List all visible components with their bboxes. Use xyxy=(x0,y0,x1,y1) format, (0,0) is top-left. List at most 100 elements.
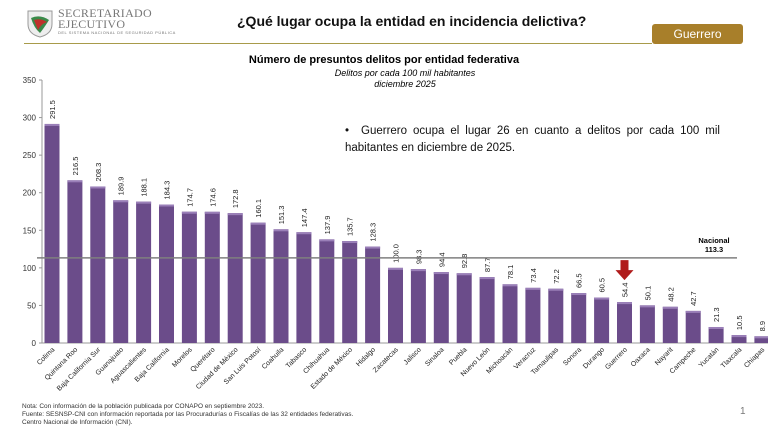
category-label: Estado de México xyxy=(310,346,354,390)
value-label: 60.5 xyxy=(598,278,607,293)
category-label: Jalisco xyxy=(403,346,423,366)
bar-ciudad-de-méxico xyxy=(227,213,243,343)
value-label: 54.4 xyxy=(621,283,630,298)
bar-nayarit xyxy=(662,306,678,343)
bar-top-highlight xyxy=(136,201,152,204)
value-label: 174.7 xyxy=(185,188,194,207)
y-tick-label: 350 xyxy=(23,76,37,85)
bar-top-highlight xyxy=(296,232,312,235)
bar-tabasco xyxy=(296,232,312,343)
value-label: 151.3 xyxy=(277,206,286,225)
bar-michoacán xyxy=(502,284,518,343)
reference-label: Nacional xyxy=(698,236,729,245)
bar-top-highlight xyxy=(410,269,426,272)
bar-top-highlight xyxy=(662,306,678,309)
bar-guerrero xyxy=(617,302,632,343)
value-label: 128.3 xyxy=(369,223,378,242)
bar-top-highlight xyxy=(388,267,403,270)
value-label: 100.0 xyxy=(392,244,401,263)
bar-sonora xyxy=(571,293,587,343)
bar-top-highlight xyxy=(365,246,381,249)
category-label: Guerrero xyxy=(604,346,629,371)
bar-jalisco xyxy=(410,269,426,343)
bar-estado-de-méxico xyxy=(342,241,358,343)
value-label: 8.9 xyxy=(758,321,767,331)
category-label: Coahuila xyxy=(261,346,286,371)
bar-chihuahua xyxy=(319,239,335,343)
value-label: 147.4 xyxy=(300,208,309,227)
bar-top-highlight xyxy=(250,222,266,225)
category-label: Tabasco xyxy=(285,346,308,369)
page-title: ¿Qué lugar ocupa la entidad en incidenci… xyxy=(237,13,587,29)
bar-top-highlight xyxy=(617,302,632,305)
org-name: SECRETARIADO EJECUTIVO DEL SISTEMA NACIONA… xyxy=(58,6,176,35)
value-label: 137.9 xyxy=(323,216,332,235)
value-label: 189.9 xyxy=(117,177,126,196)
page-number: 1 xyxy=(740,406,746,417)
value-label: 50.1 xyxy=(643,286,652,301)
value-label: 188.1 xyxy=(140,178,149,197)
bar-coahuila xyxy=(273,229,289,343)
value-label: 92.8 xyxy=(460,254,469,269)
category-label: Ciudad de México xyxy=(195,346,240,391)
category-label: Zacatecas xyxy=(372,346,400,374)
chart-subtitle: Delitos por cada 100 mil habitantes xyxy=(334,68,476,78)
bar-veracruz xyxy=(525,287,541,343)
note-bullet: • Guerrero ocupa el lugar 26 en cuanto a… xyxy=(345,125,720,154)
bar-top-highlight xyxy=(525,287,541,290)
bar-top-highlight xyxy=(67,180,83,183)
bar-top-highlight xyxy=(754,336,768,339)
y-tick-label: 300 xyxy=(23,114,37,123)
category-label: Durango xyxy=(582,346,606,370)
bar-top-highlight xyxy=(456,273,472,276)
bar-hidalgo xyxy=(365,246,381,343)
value-label: 208.3 xyxy=(94,163,103,182)
bar-colima xyxy=(44,123,60,343)
bar-durango xyxy=(594,297,610,343)
category-label: Colima xyxy=(36,346,56,366)
bar-quintana-roo xyxy=(67,180,83,343)
bar-san-luis-potosí xyxy=(250,222,266,343)
bar-aguascalientes xyxy=(136,201,152,343)
bar-nuevo-león xyxy=(479,277,495,343)
bar-top-highlight xyxy=(548,288,564,291)
highlight-arrow-icon xyxy=(615,260,634,281)
bar-top-highlight xyxy=(181,211,197,214)
bar-top-highlight xyxy=(319,239,335,242)
logo-shield-icon xyxy=(27,10,53,38)
value-label: 87.7 xyxy=(483,257,492,272)
value-label: 94.4 xyxy=(437,252,446,267)
bar-morelos xyxy=(181,211,197,343)
value-label: 72.2 xyxy=(552,269,561,284)
value-label: 216.5 xyxy=(71,157,80,176)
category-label: Oaxaca xyxy=(630,346,652,368)
bar-top-highlight xyxy=(342,241,358,244)
bar-top-highlight xyxy=(594,297,610,300)
category-label: Hidalgo xyxy=(355,346,377,368)
bar-puebla xyxy=(456,273,472,343)
bar-top-highlight xyxy=(685,310,701,313)
category-label: Tlaxcala xyxy=(720,346,743,369)
bar-baja-california-sur xyxy=(90,186,106,343)
value-label: 174.6 xyxy=(208,188,217,207)
bar-top-highlight xyxy=(159,204,174,207)
chart-title: Número de presuntos delitos por entidad … xyxy=(248,54,520,66)
bar-top-highlight xyxy=(90,186,106,189)
bar-top-highlight xyxy=(113,200,129,203)
bar-top-highlight xyxy=(433,272,449,275)
category-label: Baja California Sur xyxy=(56,346,103,393)
y-tick-label: 200 xyxy=(23,189,37,198)
category-label: Nayarit xyxy=(654,346,675,367)
value-label: 42.7 xyxy=(689,291,698,306)
bar-top-highlight xyxy=(273,229,289,232)
reference-value: 113.3 xyxy=(705,245,723,254)
y-tick-label: 100 xyxy=(23,264,37,273)
value-label: 172.8 xyxy=(231,189,240,208)
value-label: 98.3 xyxy=(414,250,423,265)
value-label: 10.5 xyxy=(735,316,744,331)
bar-top-highlight xyxy=(502,284,518,287)
category-label: Yucatán xyxy=(698,346,721,369)
state-badge: Guerrero xyxy=(652,24,743,44)
bar-chiapas xyxy=(754,336,768,343)
